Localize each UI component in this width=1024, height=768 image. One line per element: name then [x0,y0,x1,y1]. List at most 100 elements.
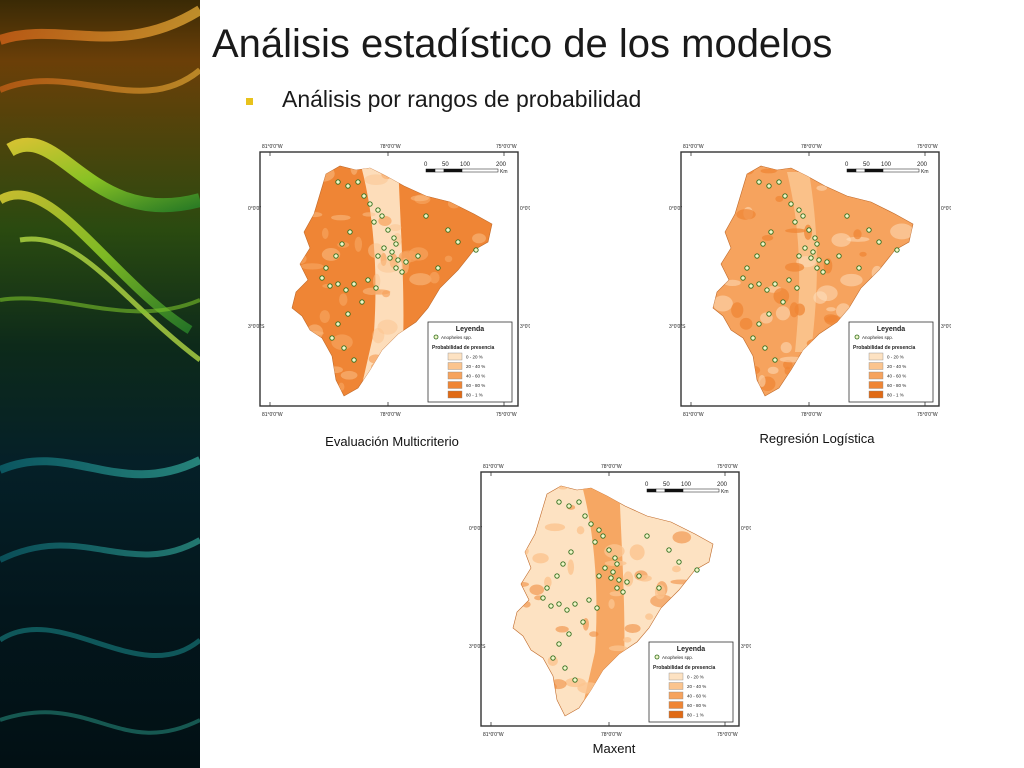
bullet-marker-icon [246,98,253,105]
occurrence-point [796,253,802,259]
occurrence-point [319,275,325,281]
occurrence-point [694,567,700,573]
legend-subtitle: Probabilidad de presencia [653,665,715,671]
legend-class-label: 80 - 1 % [887,393,904,398]
occurrence-point [580,619,586,625]
occurrence-point [393,241,399,247]
occurrence-point [568,549,574,555]
legend-title: Leyenda [456,326,485,333]
coord-label-bottom: 78°0'0"W [801,412,822,418]
map-legend: Leyenda Anopheles spp. Probabilidad de pre… [648,641,734,723]
occurrence-point [666,547,672,553]
occurrence-point [455,239,461,245]
map-legend: Leyenda Anopheles spp. Probabilidad de pre… [848,321,934,403]
coord-label-top: 81°0'0"W [683,144,704,150]
occurrence-point [606,547,612,553]
legend-class-label: 20 - 40 % [466,364,485,369]
occurrence-point [341,345,347,351]
coord-label-top: 81°0'0"W [483,464,504,470]
legend-class-label: 0 - 20 % [687,675,704,680]
occurrence-point [385,227,391,233]
occurrence-point [810,249,816,255]
occurrence-point [756,281,762,287]
legend-class-label: 40 - 60 % [687,694,706,699]
occurrence-point [610,569,616,575]
occurrence-point [345,311,351,317]
occurrence-point [333,253,339,259]
decorative-side-panel [0,0,200,768]
occurrence-point [786,277,792,283]
legend-title: Leyenda [877,326,906,333]
occurrence-point [335,281,341,287]
occurrence-point [445,227,451,233]
occurrence-point [556,499,562,505]
occurrence-point [796,207,802,213]
coord-label-bottom: 75°0'0"W [717,732,738,738]
occurrence-point [361,193,367,199]
occurrence-point [656,585,662,591]
occurrence-point [335,321,341,327]
legend-class-label: 40 - 60 % [887,374,906,379]
occurrence-point [335,179,341,185]
occurrence-point [329,335,335,341]
legend-species: Anopheles spp. [862,335,893,340]
scale-tick-label: 100 [681,482,692,488]
coord-label-bottom: 75°0'0"W [496,412,517,418]
occurrence-point [766,311,772,317]
occurrence-point [794,285,800,291]
occurrence-point [740,275,746,281]
occurrence-point [572,677,578,683]
coord-label-bottom: 75°0'0"W [917,412,938,418]
occurrence-point [560,561,566,567]
coord-label-bottom: 81°0'0"W [483,732,504,738]
occurrence-point [586,597,592,603]
occurrence-point [772,357,778,363]
occurrence-point [762,345,768,351]
legend-class-label: 0 - 20 % [887,355,904,360]
map-evaluacion-multicriterio: 81°0'0"W 78°0'0"W 75°0'0"W 81°0'0"W 78°0'0"W… [248,138,530,418]
occurrence-point [780,299,786,305]
occurrence-point [644,533,650,539]
occurrence-point [564,607,570,613]
occurrence-point [375,207,381,213]
occurrence-point [776,179,782,185]
map-regresion-logistica: 81°0'0"W 78°0'0"W 75°0'0"W 81°0'0"W 78°0'0"W… [669,138,951,418]
occurrence-point [556,601,562,607]
occurrence-point [772,281,778,287]
occurrence-point [473,247,479,253]
occurrence-point [676,559,682,565]
coord-label-left: 3°0'0"S [248,324,265,330]
legend-class-label: 0 - 20 % [466,355,483,360]
occurrence-point [327,283,333,289]
occurrence-point [636,573,642,579]
occurrence-point [836,253,842,259]
occurrence-point [608,575,614,581]
caption-regresion-logistica: Regresión Logística [759,431,875,446]
occurrence-point [600,533,606,539]
occurrence-point [554,573,560,579]
occurrence-point [389,249,395,255]
occurrence-point [820,269,826,275]
map-legend: Leyenda Anopheles spp. Probabilidad de pre… [427,321,513,403]
occurrence-point [367,201,373,207]
caption-evaluacion-multicriterio: Evaluación Multicriterio [325,434,459,449]
coord-label-right: 0°0'0" [741,526,751,532]
scale-tick-label: 0 [424,162,428,168]
scale-tick-label: 50 [663,482,670,488]
occurrence-point [323,265,329,271]
occurrence-point [550,655,556,661]
occurrence-point [808,255,814,261]
occurrence-point [544,585,550,591]
scale-unit: Km [721,489,729,495]
occurrence-point [365,277,371,283]
coord-label-bottom: 81°0'0"W [683,412,704,418]
legend-class-label: 60 - 80 % [887,383,906,388]
coord-label-left: 3°0'0"S [469,644,486,650]
occurrence-point [395,257,401,263]
coord-label-bottom: 81°0'0"W [262,412,283,418]
occurrence-point [614,585,620,591]
occurrence-point [814,265,820,271]
occurrence-point [766,183,772,189]
coord-label-top: 78°0'0"W [380,144,401,150]
occurrence-point [403,259,409,265]
